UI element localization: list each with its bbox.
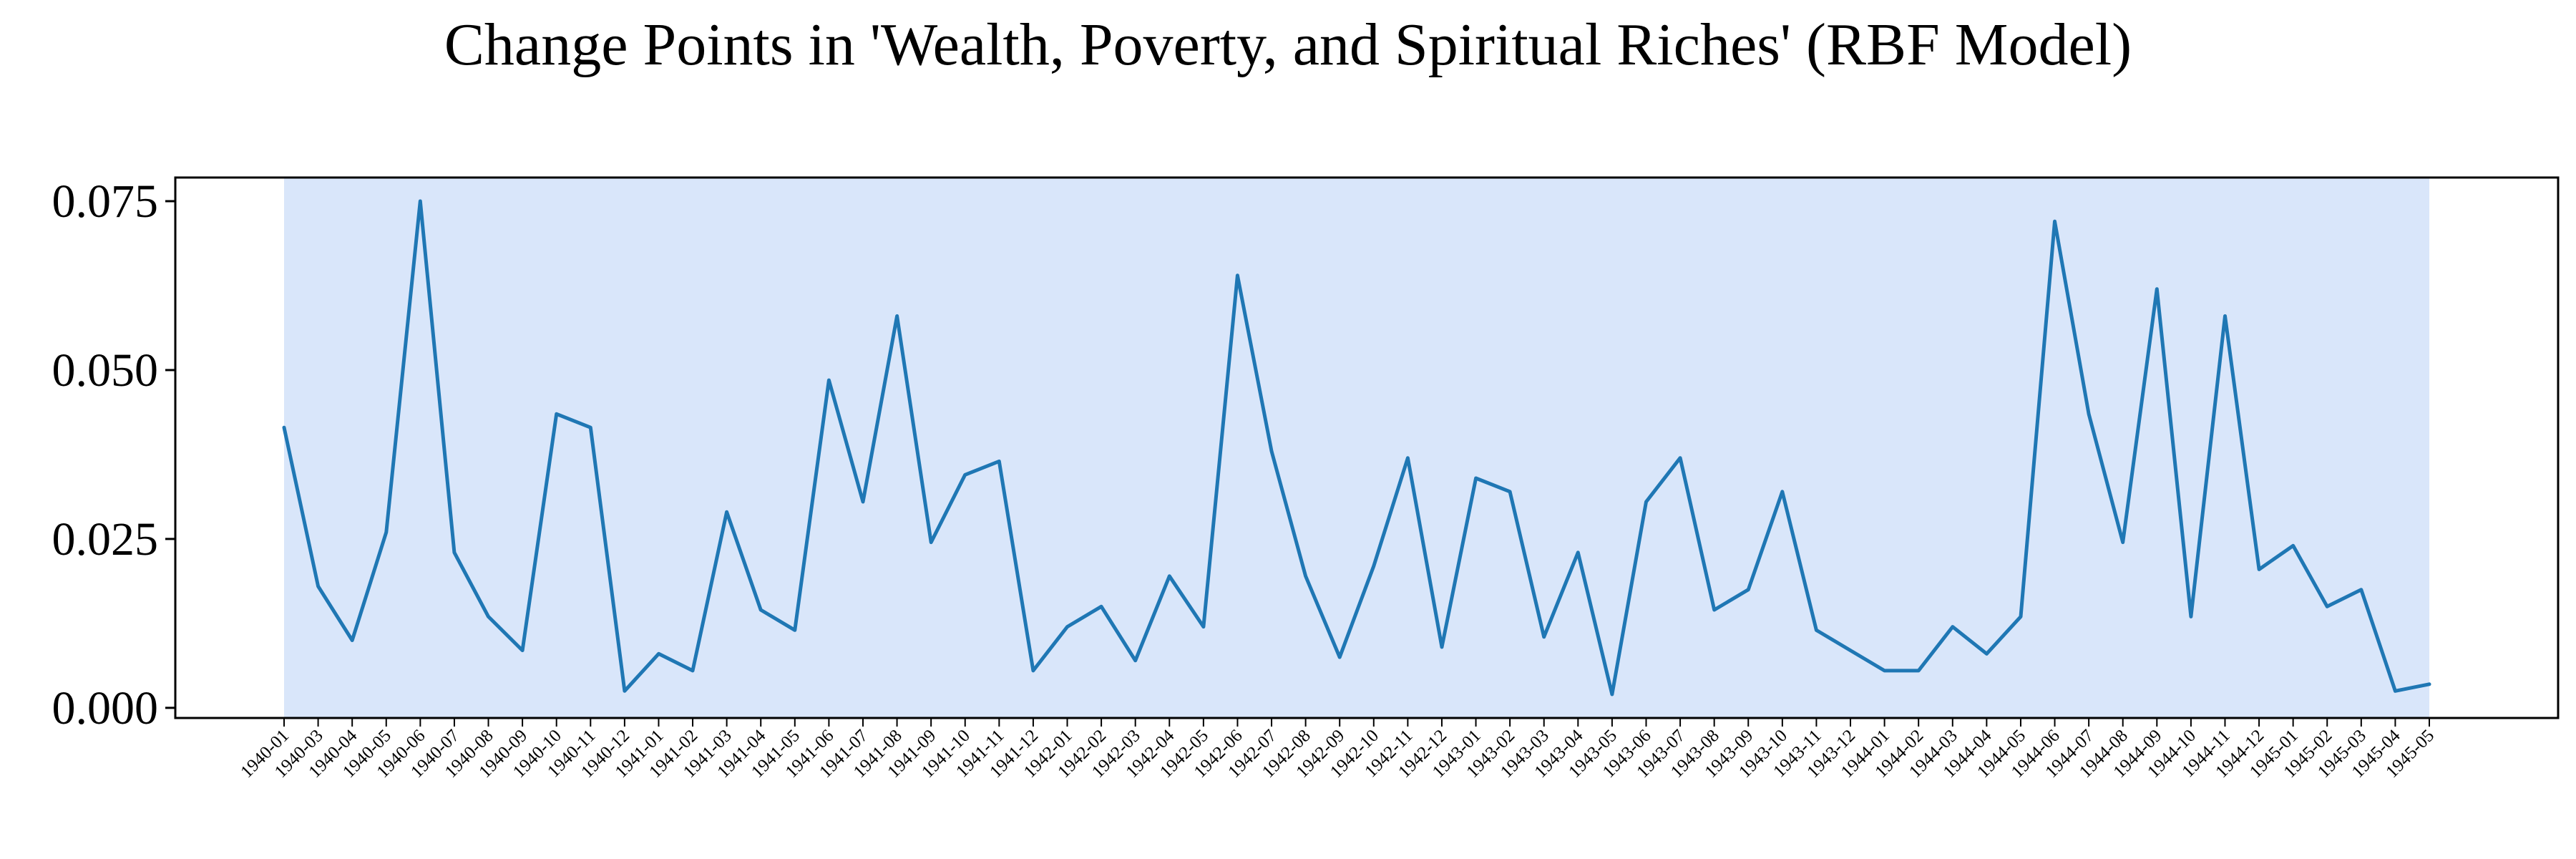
x-axis-ticks: 1940-011940-031940-041940-051940-061940-… [237, 718, 2438, 782]
plot-frame [174, 176, 2560, 719]
y-tick-label: 0.000 [52, 682, 159, 734]
chart-title: Change Points in 'Wealth, Poverty, and S… [444, 11, 2132, 78]
series-line [282, 199, 2431, 697]
y-tick-label: 0.075 [52, 175, 159, 228]
y-axis-ticks: 0.000 0.025 0.050 0.075 [52, 175, 175, 734]
shaded-region [284, 178, 2429, 718]
y-tick-label: 0.050 [52, 344, 159, 397]
y-tick-label: 0.025 [52, 513, 159, 566]
